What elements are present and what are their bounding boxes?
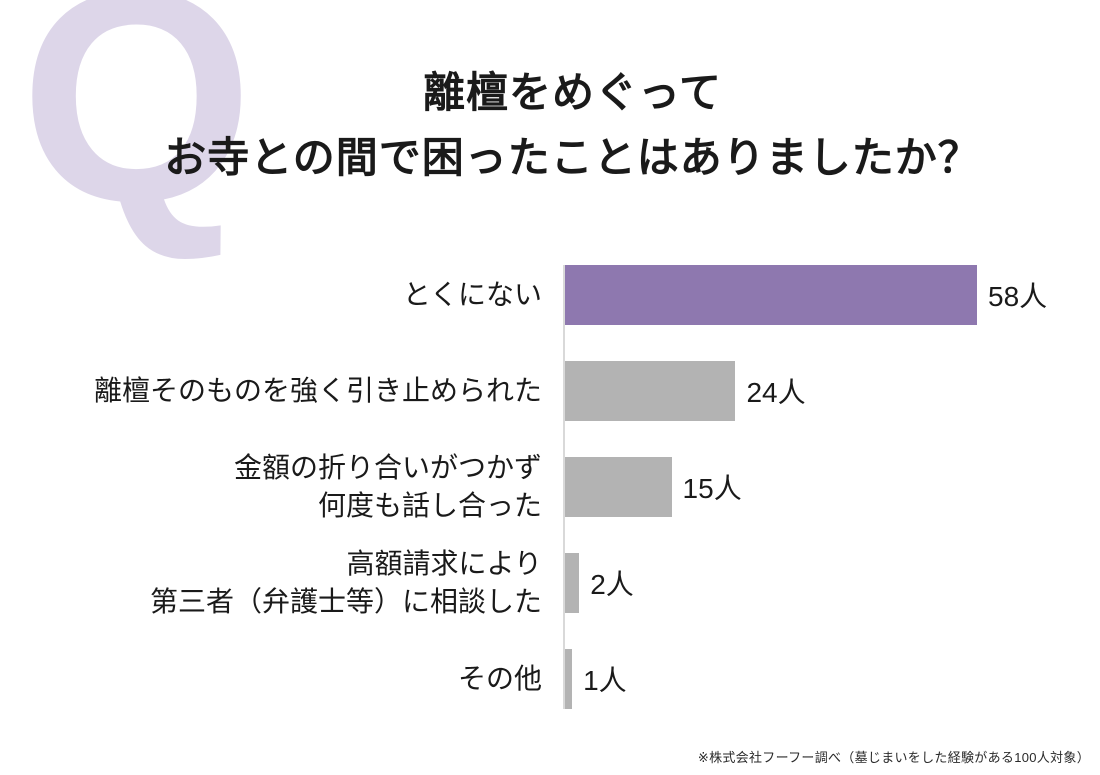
category-label: その他	[457, 663, 542, 695]
value-label: 2人	[590, 569, 634, 600]
chart-title-line-1: 離檀をめぐって	[423, 69, 722, 116]
chart-row: とくにない 58人	[0, 247, 1100, 343]
chart-row: その他 1人	[0, 631, 1100, 727]
source-footnote: ※株式会社フーフー調べ（墓じまいをした経験がある100人対象）	[697, 750, 1090, 765]
bar	[565, 361, 736, 421]
chart-title: 離檀をめぐって お寺との間で困ったことはありましたか？	[45, 60, 1100, 190]
chart-title-line-2: お寺との間で困ったことはありましたか？	[164, 134, 981, 182]
bar-area: 24人	[563, 343, 1100, 439]
bar	[565, 553, 580, 613]
category-label: 金額の折り合いがつかず 何度も話し合った	[233, 452, 542, 521]
value-label: 1人	[583, 665, 627, 696]
category-label: 離檀そのものを強く引き止められた	[93, 375, 542, 407]
chart-row: 高額請求により 第三者（弁護士等）に相談した 2人	[0, 535, 1100, 631]
bar	[565, 649, 573, 709]
bar-area: 58人	[563, 247, 1100, 343]
bar	[565, 265, 977, 325]
value-label: 58人	[988, 281, 1048, 312]
category-label: 高額請求により 第三者（弁護士等）に相談した	[149, 548, 542, 617]
question-q-letter: Q	[20, 0, 254, 264]
bar-area: 15人	[563, 439, 1100, 535]
chart-row: 離檀そのものを強く引き止められた 24人	[0, 343, 1100, 439]
value-label: 24人	[746, 377, 806, 408]
bar	[565, 457, 672, 517]
baseline-axis	[563, 265, 565, 709]
horizontal-bar-chart: とくにない 58人離檀そのものを強く引き止められた 24人金額の折り合いがつかず 何度…	[0, 247, 1100, 727]
chart-row: 金額の折り合いがつかず 何度も話し合った 15人	[0, 439, 1100, 535]
value-label: 15人	[682, 473, 742, 504]
bar-area: 2人	[563, 535, 1100, 631]
bar-area: 1人	[563, 631, 1100, 727]
category-label: とくにない	[402, 279, 542, 311]
